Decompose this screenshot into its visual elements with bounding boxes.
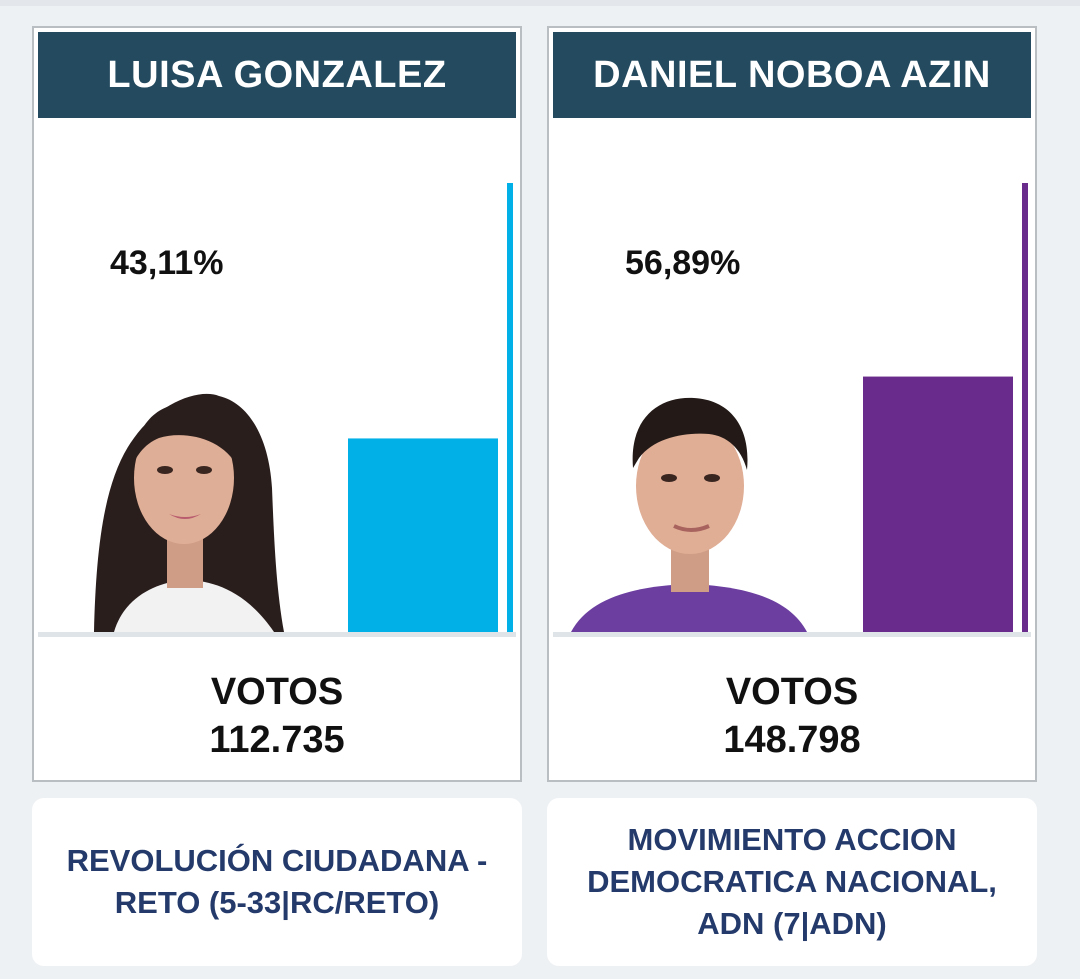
bar-chart-svg <box>571 183 1028 632</box>
baseline-divider <box>553 632 1031 637</box>
bar-plot-area: 56,89% <box>549 118 1035 638</box>
bar-noboa <box>863 376 1013 632</box>
baseline-divider <box>38 632 516 637</box>
candidate-card-noboa: DANIEL NOBOA AZIN 56,89% VOTOS 148.798 <box>547 26 1037 782</box>
bar-gonzalez-rect <box>348 438 498 632</box>
party-box-noboa: MOVIMIENTO ACCION DEMOCRATICA NACIONAL, … <box>547 798 1037 966</box>
bar-noboa-rect <box>863 376 1013 632</box>
candidate-name-header: DANIEL NOBOA AZIN <box>553 32 1031 118</box>
top-strip <box>0 0 1080 6</box>
percent-label: 43,11% <box>110 244 224 282</box>
candidate-name-header: LUISA GONZALEZ <box>38 32 516 118</box>
percent-label: 56,89% <box>625 244 741 282</box>
votes-label: VOTOS <box>725 671 859 713</box>
votes-label: VOTOS <box>210 671 344 713</box>
woman-portrait-icon <box>94 393 284 632</box>
party-name: REVOLUCIÓN CIUDADANA - RETO (5-33|RC/RET… <box>66 843 488 920</box>
party-name: MOVIMIENTO ACCION DEMOCRATICA NACIONAL, … <box>587 822 997 941</box>
votes-count: 112.735 <box>209 719 345 761</box>
bar-gonzalez <box>348 438 498 632</box>
candidate-card-gonzalez: LUISA GONZALEZ 43,11% VOTOS 112.735 <box>32 26 522 782</box>
votes-count: 148.798 <box>723 719 861 761</box>
bar-chart-svg <box>94 183 513 632</box>
party-box-gonzalez: REVOLUCIÓN CIUDADANA - RETO (5-33|RC/RET… <box>32 798 522 966</box>
votes-block: VOTOS 112.735 <box>34 668 520 764</box>
man-portrait-icon <box>571 397 807 632</box>
votes-block: VOTOS 148.798 <box>549 668 1035 764</box>
bar-plot-area: 43,11% <box>34 118 520 638</box>
